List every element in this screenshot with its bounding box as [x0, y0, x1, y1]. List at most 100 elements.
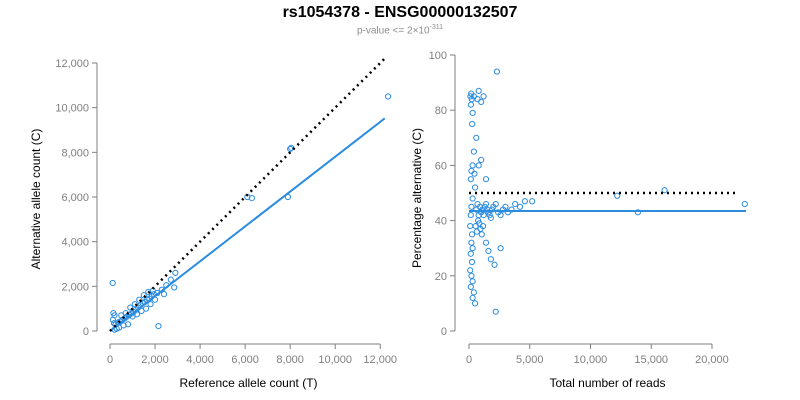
x-tick-label: 20,000: [695, 354, 729, 366]
data-point: [478, 156, 485, 163]
data-point: [469, 245, 476, 252]
y-tick-label: 0: [441, 326, 447, 338]
data-point: [482, 176, 490, 183]
data-point: [470, 148, 477, 155]
panel-allele-counts: 0 2,000 4,000 6,000 8,000 10,000 12,000 0 2,000 4…: [29, 57, 397, 390]
data-point: [109, 279, 116, 287]
x-tick-label: 4,000: [186, 354, 214, 366]
data-point: [480, 93, 487, 100]
data-point: [469, 294, 476, 301]
data-point: [482, 239, 490, 246]
data-point: [493, 68, 501, 75]
data-point: [473, 228, 480, 235]
data-point: [167, 276, 174, 283]
data-point: [136, 296, 143, 303]
data-point: [492, 200, 499, 208]
data-point: [469, 278, 476, 285]
data-point: [160, 291, 168, 298]
data-point: [172, 269, 179, 277]
fit-line: [109, 117, 386, 332]
data-point: [474, 96, 481, 103]
data-point: [124, 321, 132, 328]
subtitle-text: p-value <= 2×10: [356, 25, 430, 37]
subtitle-exponent: -311: [429, 24, 444, 31]
data-point: [131, 301, 138, 308]
data-point: [110, 310, 117, 317]
data-point: [467, 223, 474, 230]
data-point: [492, 308, 499, 315]
data-point: [468, 231, 476, 238]
data-point: [467, 211, 474, 219]
data-point: [287, 145, 294, 153]
y-tick-label: 2,000: [61, 281, 89, 293]
data-point: [147, 301, 154, 308]
data-point: [497, 211, 504, 219]
data-point: [475, 162, 482, 169]
data-point: [471, 300, 479, 307]
data-point: [127, 304, 134, 311]
y-tick-label: 80: [435, 105, 447, 117]
x-tick-label: 10,000: [574, 354, 608, 366]
x-tick-label: 8,000: [276, 354, 304, 366]
data-point: [467, 101, 475, 108]
data-point: [521, 198, 528, 205]
y-tick-label: 4,000: [61, 237, 89, 249]
data-point: [529, 198, 536, 205]
y-axis-title: Percentage alternative (C): [410, 128, 424, 268]
data-point: [468, 272, 475, 279]
data-point: [155, 322, 162, 330]
data-point: [475, 87, 482, 94]
data-point: [741, 200, 748, 208]
data-point: [468, 239, 475, 246]
data-point: [142, 305, 150, 312]
x-tick-label: 12,000: [363, 354, 397, 366]
x-axis-title: Total number of reads: [549, 376, 665, 390]
data-point: [109, 316, 117, 323]
data-point: [478, 231, 485, 238]
x-axis-title: Reference allele count (T): [179, 376, 317, 390]
data-point: [661, 187, 668, 194]
data-point: [614, 192, 621, 199]
data-point: [133, 311, 141, 318]
y-tick-label: 60: [435, 160, 447, 172]
y-tick-label: 12,000: [55, 58, 89, 70]
data-point: [497, 245, 504, 252]
x-tick-label: 0: [466, 354, 472, 366]
data-point: [248, 195, 255, 202]
y-axis-title: Alternative allele count (C): [29, 129, 43, 270]
data-point: [469, 195, 476, 202]
y-tick-label: 6,000: [61, 192, 89, 204]
data-point: [469, 109, 476, 117]
y-tick-label: 40: [435, 216, 447, 228]
x-tick-label: 10,000: [318, 354, 352, 366]
data-point: [140, 292, 147, 299]
data-point: [471, 170, 478, 177]
data-point: [482, 200, 490, 208]
data-point: [634, 209, 641, 216]
x-tick-label: 15,000: [634, 354, 668, 366]
data-point: [502, 203, 509, 210]
data-point: [467, 267, 474, 274]
data-point: [471, 184, 479, 191]
panel-percentage-alternative: 0 20 40 60 80 100 0 5,000 10,000 15,000 20,000 Tota…: [410, 50, 748, 390]
data-point: [467, 250, 474, 257]
y-tick-label: 100: [429, 50, 447, 62]
data-point: [485, 247, 492, 255]
data-point: [478, 98, 485, 106]
x-tick-label: 6,000: [231, 354, 259, 366]
data-point: [472, 223, 479, 230]
data-point: [470, 289, 477, 296]
data-point: [479, 223, 487, 230]
data-point: [487, 214, 494, 221]
y-tick-label: 20: [435, 271, 447, 283]
data-point: [467, 283, 474, 290]
chart-title: rs1054378 - ENSG00000132507: [282, 4, 518, 21]
data-point: [516, 203, 524, 210]
data-point: [508, 206, 515, 213]
data-point: [171, 284, 178, 291]
data-point: [480, 211, 487, 219]
data-point: [473, 134, 480, 141]
x-tick-label: 5,000: [516, 354, 544, 366]
y-tick-label: 8,000: [61, 147, 89, 159]
